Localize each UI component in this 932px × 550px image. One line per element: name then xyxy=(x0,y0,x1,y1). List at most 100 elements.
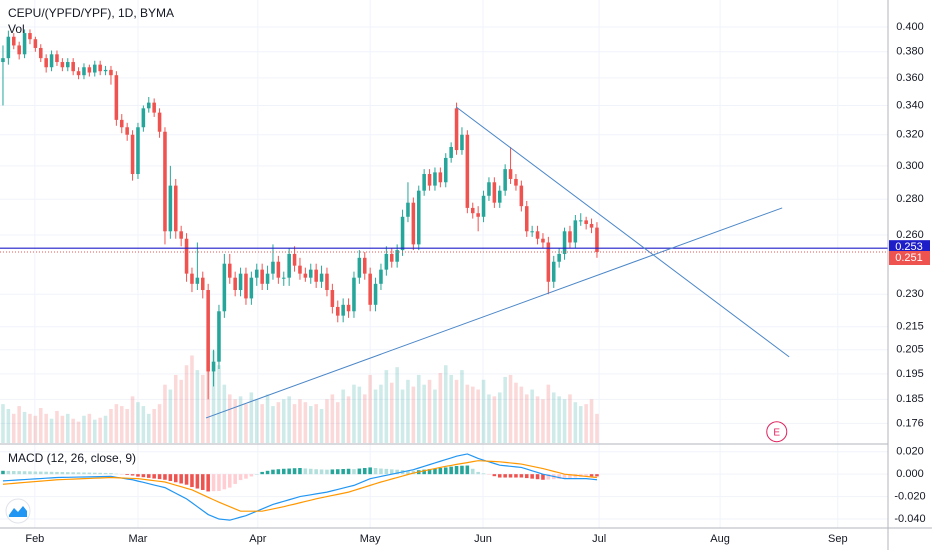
candle-body xyxy=(249,277,254,299)
macd-histogram-bar xyxy=(28,471,32,475)
candle-body xyxy=(287,253,291,278)
volume-bar xyxy=(487,394,491,443)
x-tick-label: Apr xyxy=(249,533,266,545)
candle-body xyxy=(55,54,59,63)
volume-bar xyxy=(503,376,507,443)
macd-histogram-bar xyxy=(292,468,297,475)
volume-bar xyxy=(179,379,183,443)
y-tick-label: 0.280 xyxy=(896,193,924,205)
y-tick-label: -0.020 xyxy=(894,491,925,503)
macd-histogram-bar xyxy=(433,468,437,475)
candle-body xyxy=(17,45,21,55)
y-tick-label: 0.340 xyxy=(896,99,924,111)
macd-histogram-bar xyxy=(281,468,286,475)
volume-bar xyxy=(584,404,588,443)
macd-histogram-bar xyxy=(217,474,221,491)
candle-body xyxy=(433,172,437,186)
volume-bar xyxy=(60,415,65,443)
macd-histogram-bar xyxy=(76,472,81,475)
macd-histogram-bar xyxy=(87,472,92,475)
volume-bar xyxy=(314,404,318,443)
y-tick-label: 0.380 xyxy=(896,46,924,58)
chart-title: CEPU/(YPFD/YPF), 1D, BYMA xyxy=(8,6,174,20)
candle-body xyxy=(303,273,308,278)
volume-bar xyxy=(524,394,529,443)
candle-body xyxy=(260,269,264,284)
candle-body xyxy=(438,172,443,183)
macd-histogram-bar xyxy=(487,474,491,475)
macd-histogram-bar xyxy=(373,467,378,475)
candle-body xyxy=(227,263,232,278)
candle-body xyxy=(362,257,367,274)
macd-histogram-bar xyxy=(109,473,113,475)
macd-line xyxy=(2,460,598,512)
earnings-label: E xyxy=(773,427,780,438)
volume-bar xyxy=(357,386,362,443)
candle-body xyxy=(454,108,459,151)
macd-histogram-bar xyxy=(524,474,529,479)
volume-label: Vol xyxy=(8,22,25,36)
macd-histogram-bar xyxy=(249,474,254,477)
candle-body xyxy=(200,277,205,291)
y-tick-label: 0.260 xyxy=(896,229,924,241)
macd-histogram-bar xyxy=(119,474,124,475)
candle-body xyxy=(92,64,97,73)
candle-body xyxy=(292,253,297,266)
candle-body xyxy=(416,190,421,245)
candle-body xyxy=(82,67,86,76)
macd-histogram-bar xyxy=(514,474,518,478)
volume-bar xyxy=(227,394,232,443)
volume-bar xyxy=(573,402,578,443)
candle-body xyxy=(389,253,394,262)
volume-bar xyxy=(6,408,11,443)
macd-histogram-bar xyxy=(179,474,183,484)
volume-bar xyxy=(373,389,378,443)
candle-body xyxy=(589,223,594,228)
volume-bar xyxy=(379,384,383,443)
volume-bar xyxy=(470,386,475,443)
macd-histogram-bar xyxy=(233,474,237,484)
macd-histogram-bar xyxy=(438,467,443,475)
candle-body xyxy=(508,169,513,179)
macd-histogram-bar xyxy=(130,474,135,476)
candle-body xyxy=(476,213,480,217)
macd-histogram-bar xyxy=(325,469,329,475)
volume-bar xyxy=(460,370,464,443)
candle-body xyxy=(335,306,340,316)
candle-body xyxy=(497,190,502,203)
volume-bar xyxy=(28,413,32,443)
volume-bar xyxy=(44,413,48,443)
volume-bar xyxy=(346,396,351,443)
volume-bar xyxy=(222,384,227,443)
macd-histogram-bar xyxy=(168,474,173,482)
volume-bar xyxy=(541,399,545,443)
volume-bar xyxy=(146,413,151,443)
macd-histogram-bar xyxy=(60,472,65,475)
macd-histogram-bar xyxy=(244,474,248,479)
candle-body xyxy=(427,174,432,186)
macd-histogram-bar xyxy=(346,468,351,475)
volume-bar xyxy=(395,367,399,443)
volume-bar xyxy=(141,406,146,443)
candle-body xyxy=(65,62,70,68)
macd-histogram-bar xyxy=(33,471,38,475)
macd-histogram-bar xyxy=(114,473,119,475)
candle-body xyxy=(460,134,464,151)
candle-body xyxy=(244,273,248,299)
candle-body xyxy=(368,273,372,305)
candle-body xyxy=(514,178,518,186)
volume-bar xyxy=(233,399,237,443)
candle-body xyxy=(1,58,5,63)
macd-histogram-bar xyxy=(557,474,561,479)
macd-title: MACD (12, 26, close, 9) xyxy=(8,451,136,465)
candle-body xyxy=(341,304,345,316)
y-tick-label: 0.300 xyxy=(896,160,924,172)
price-label-box xyxy=(889,251,930,266)
macd-histogram-bar xyxy=(341,469,345,475)
x-tick-label: Jun xyxy=(474,533,492,545)
macd-histogram-bar xyxy=(530,474,534,479)
macd-histogram-bar xyxy=(368,467,372,475)
candle-body xyxy=(184,238,189,274)
